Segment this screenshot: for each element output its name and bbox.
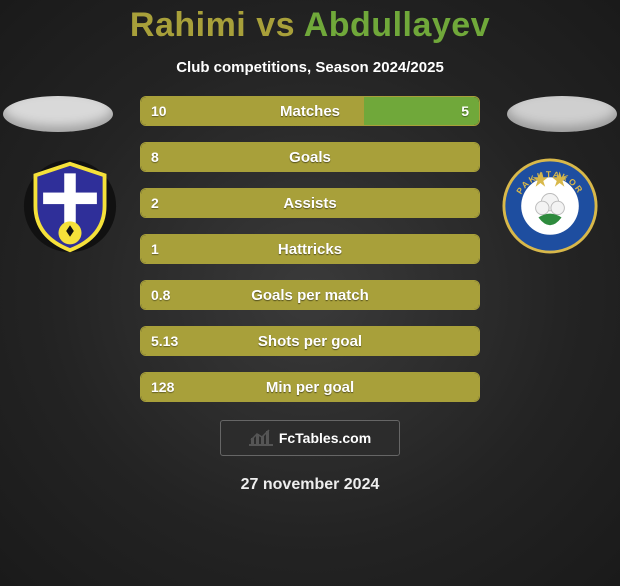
- stat-value-left: 5.13: [141, 327, 188, 355]
- brand-link[interactable]: FcTables.com: [220, 420, 400, 456]
- bar-fill-left: [141, 327, 479, 355]
- brand-text: FcTables.com: [279, 430, 371, 446]
- page-title: Rahimi vs Abdullayev: [0, 6, 620, 45]
- vs-text: vs: [256, 6, 295, 44]
- bar-fill-left: [141, 143, 479, 171]
- player2-name: Abdullayev: [304, 6, 490, 44]
- stat-value-right: 5: [451, 97, 479, 125]
- team1-crest: [22, 158, 118, 254]
- stat-bar: 128Min per goal: [140, 372, 480, 402]
- stat-bar: 2Assists: [140, 188, 480, 218]
- player1-oval: [3, 96, 113, 132]
- date-text: 27 november 2024: [0, 476, 620, 494]
- player2-oval: [507, 96, 617, 132]
- stat-bar: 8Goals: [140, 142, 480, 172]
- content-area: PAKHTAKOR 105Matches8Goals2Assists1Hattr…: [0, 96, 620, 494]
- stat-bar: 5.13Shots per goal: [140, 326, 480, 356]
- stat-value-left: 0.8: [141, 281, 180, 309]
- stat-value-left: 128: [141, 373, 184, 401]
- chart-icon: [249, 428, 273, 448]
- stat-bar: 1Hattricks: [140, 234, 480, 264]
- bar-fill-left: [141, 281, 479, 309]
- bar-fill-left: [141, 235, 479, 263]
- stat-bar: 0.8Goals per match: [140, 280, 480, 310]
- shield-icon: [22, 158, 118, 254]
- bar-fill-left: [141, 189, 479, 217]
- player1-name: Rahimi: [130, 6, 246, 44]
- stat-value-left: 1: [141, 235, 169, 263]
- stat-value-left: 8: [141, 143, 169, 171]
- stat-bars: 105Matches8Goals2Assists1Hattricks0.8Goa…: [140, 96, 480, 402]
- subtitle: Club competitions, Season 2024/2025: [0, 59, 620, 76]
- stat-bar: 105Matches: [140, 96, 480, 126]
- team2-crest: PAKHTAKOR: [502, 158, 598, 254]
- bar-fill-left: [141, 373, 479, 401]
- stat-value-left: 10: [141, 97, 177, 125]
- badge-icon: PAKHTAKOR: [502, 158, 598, 254]
- stat-value-left: 2: [141, 189, 169, 217]
